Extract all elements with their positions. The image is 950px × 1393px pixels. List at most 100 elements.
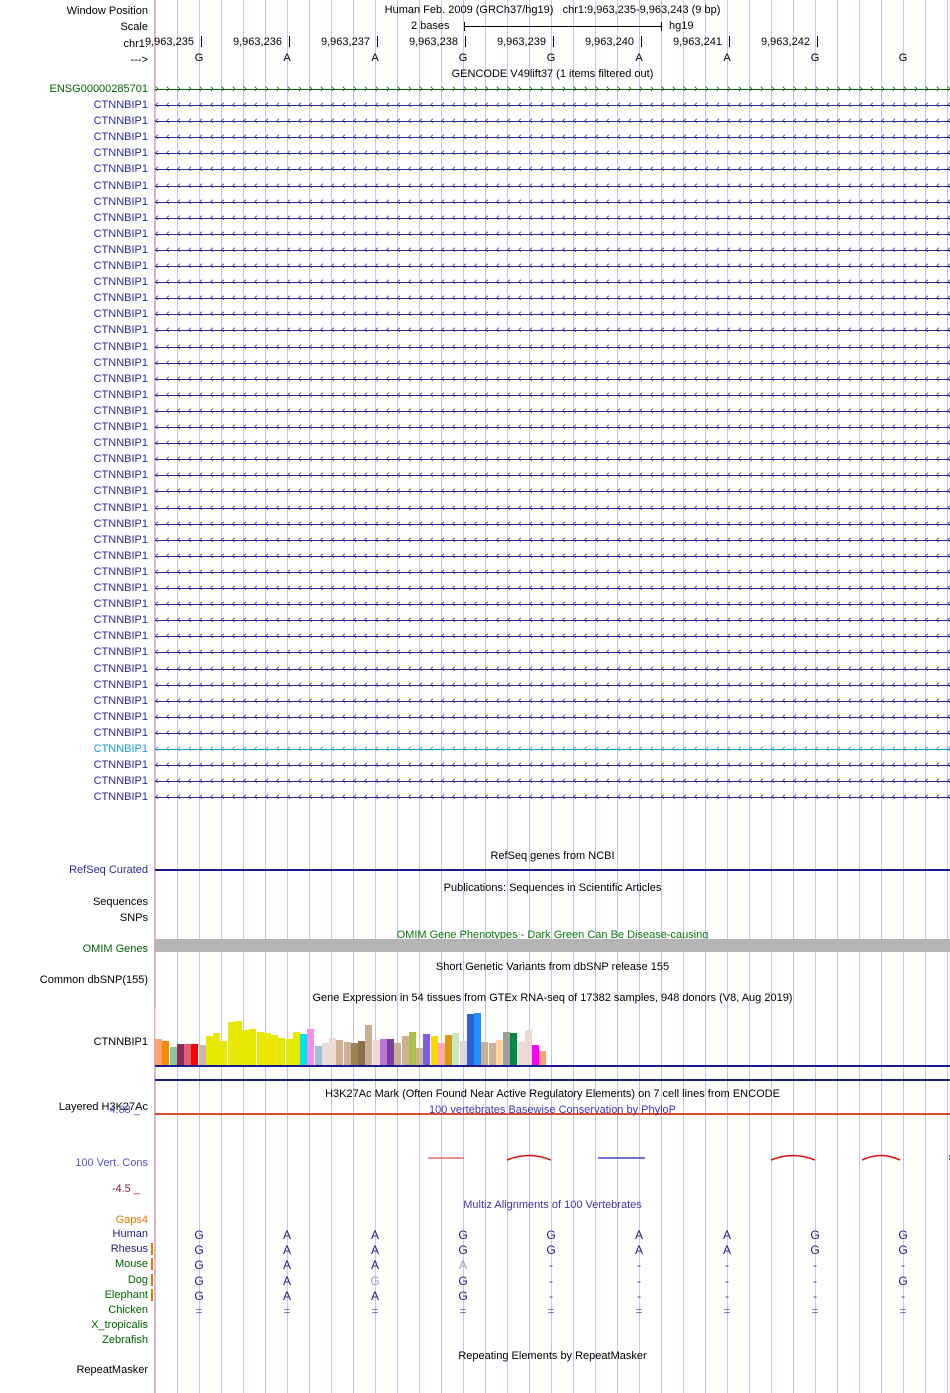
gtex-tissue-bar[interactable]: [278, 1037, 286, 1065]
gtex-tissue-bar[interactable]: [474, 1013, 481, 1065]
gene-name-label[interactable]: CTNNBIP1: [93, 276, 148, 289]
alignment-row[interactable]: [155, 1319, 950, 1334]
conservation-track-label[interactable]: 100 Vert. Cons: [75, 1157, 148, 1169]
omim-gene-bar[interactable]: [155, 939, 950, 952]
gene-name-label[interactable]: CTNNBIP1: [93, 598, 148, 611]
gene-name-label[interactable]: CTNNBIP1: [93, 243, 148, 256]
gtex-tissue-bar[interactable]: [329, 1037, 336, 1065]
gene-arrow-row[interactable]: ‹ ‹ ‹ ‹ ‹ ‹ ‹ ‹ ‹ ‹ ‹ ‹ ‹ ‹ ‹ ‹ ‹ ‹ ‹ ‹ ‹ ‹ ‹ ‹ ‹ ‹ ‹ ‹ ‹ ‹ ‹ ‹ ‹ ‹ ‹ ‹ ‹ ‹ ‹ ‹…: [155, 276, 950, 288]
gene-name-label[interactable]: CTNNBIP1: [93, 630, 148, 643]
gene-name-label[interactable]: CTNNBIP1: [93, 115, 148, 128]
gene-name-label[interactable]: CTNNBIP1: [93, 147, 148, 160]
dbsnp-label[interactable]: Common dbSNP(155): [39, 974, 148, 986]
gene-name-label[interactable]: CTNNBIP1: [93, 549, 148, 562]
gtex-tissue-bar[interactable]: [205, 1035, 213, 1065]
gene-arrow-row[interactable]: ‹ ‹ ‹ ‹ ‹ ‹ ‹ ‹ ‹ ‹ ‹ ‹ ‹ ‹ ‹ ‹ ‹ ‹ ‹ ‹ ‹ ‹ ‹ ‹ ‹ ‹ ‹ ‹ ‹ ‹ ‹ ‹ ‹ ‹ ‹ ‹ ‹ ‹ ‹ ‹…: [155, 228, 950, 240]
gtex-tissue-bar[interactable]: [372, 1040, 380, 1065]
gtex-tissue-bar[interactable]: [394, 1043, 402, 1065]
gene-arrow-row[interactable]: ‹ ‹ ‹ ‹ ‹ ‹ ‹ ‹ ‹ ‹ ‹ ‹ ‹ ‹ ‹ ‹ ‹ ‹ ‹ ‹ ‹ ‹ ‹ ‹ ‹ ‹ ‹ ‹ ‹ ‹ ‹ ‹ ‹ ‹ ‹ ‹ ‹ ‹ ‹ ‹…: [155, 115, 950, 127]
gene-arrow-row[interactable]: ‹ ‹ ‹ ‹ ‹ ‹ ‹ ‹ ‹ ‹ ‹ ‹ ‹ ‹ ‹ ‹ ‹ ‹ ‹ ‹ ‹ ‹ ‹ ‹ ‹ ‹ ‹ ‹ ‹ ‹ ‹ ‹ ‹ ‹ ‹ ‹ ‹ ‹ ‹ ‹…: [155, 663, 950, 675]
gtex-tissue-bar[interactable]: [445, 1034, 452, 1065]
gene-name-label[interactable]: CTNNBIP1: [93, 179, 148, 192]
gene-name-label[interactable]: CTNNBIP1: [93, 99, 148, 111]
gene-name-label[interactable]: CTNNBIP1: [93, 501, 148, 514]
gtex-tissue-bar[interactable]: [300, 1033, 307, 1065]
gtex-tissue-bar[interactable]: [539, 1051, 547, 1065]
gtex-bar-chart[interactable]: [155, 1013, 950, 1065]
gene-name-label[interactable]: CTNNBIP1: [93, 517, 148, 530]
gtex-tissue-bar[interactable]: [169, 1047, 177, 1065]
species-label[interactable]: Elephant: [104, 1288, 148, 1301]
gtex-tissue-bar[interactable]: [249, 1028, 257, 1065]
gene-arrow-row[interactable]: ‹ ‹ ‹ ‹ ‹ ‹ ‹ ‹ ‹ ‹ ‹ ‹ ‹ ‹ ‹ ‹ ‹ ‹ ‹ ‹ ‹ ‹ ‹ ‹ ‹ ‹ ‹ ‹ ‹ ‹ ‹ ‹ ‹ ‹ ‹ ‹ ‹ ‹ ‹ ‹…: [155, 180, 950, 192]
gene-name-label[interactable]: CTNNBIP1: [93, 485, 148, 498]
gtex-tissue-bar[interactable]: [387, 1039, 394, 1065]
gtex-tissue-bar[interactable]: [466, 1014, 474, 1065]
gene-name-label[interactable]: CTNNBIP1: [93, 260, 148, 272]
gtex-tissue-bar[interactable]: [437, 1043, 445, 1065]
alignment-row[interactable]: = = = = = = = = =: [155, 1304, 950, 1319]
gencode-ensembl-label[interactable]: ENSG00000285701: [49, 83, 148, 95]
gtex-tissue-bar[interactable]: [423, 1033, 431, 1065]
gtex-tissue-bar[interactable]: [213, 1032, 220, 1065]
gtex-tissue-bar[interactable]: [495, 1040, 503, 1065]
gtex-tissue-bar[interactable]: [242, 1029, 249, 1065]
gene-name-label[interactable]: CTNNBIP1: [93, 388, 148, 401]
gene-name-label[interactable]: CTNNBIP1: [93, 292, 148, 305]
h3k27ac-label[interactable]: Layered H3K27Ac: [58, 1101, 148, 1113]
gene-arrow-row[interactable]: ‹ ‹ ‹ ‹ ‹ ‹ ‹ ‹ ‹ ‹ ‹ ‹ ‹ ‹ ‹ ‹ ‹ ‹ ‹ ‹ ‹ ‹ ‹ ‹ ‹ ‹ ‹ ‹ ‹ ‹ ‹ ‹ ‹ ‹ ‹ ‹ ‹ ‹ ‹ ‹…: [155, 791, 950, 803]
gene-name-label[interactable]: CTNNBIP1: [93, 662, 148, 675]
gtex-tissue-bar[interactable]: [416, 1048, 423, 1065]
publications-sequences-label[interactable]: Sequences: [92, 896, 148, 908]
gene-name-label[interactable]: CTNNBIP1: [93, 614, 148, 627]
species-label[interactable]: Dog: [127, 1273, 148, 1286]
gene-name-label[interactable]: CTNNBIP1: [93, 340, 148, 353]
gtex-gene-label[interactable]: CTNNBIP1: [93, 1036, 148, 1048]
gtex-tissue-bar[interactable]: [336, 1040, 344, 1065]
gene-name-label[interactable]: CTNNBIP1: [93, 372, 148, 385]
species-label[interactable]: Chicken: [108, 1304, 148, 1316]
gtex-tissue-bar[interactable]: [191, 1044, 199, 1065]
gene-arrow-row[interactable]: ‹ ‹ ‹ ‹ ‹ ‹ ‹ ‹ ‹ ‹ ‹ ‹ ‹ ‹ ‹ ‹ ‹ ‹ ‹ ‹ ‹ ‹ ‹ ‹ ‹ ‹ ‹ ‹ ‹ ‹ ‹ ‹ ‹ ‹ ‹ ‹ ‹ ‹ ‹ ‹…: [155, 646, 950, 658]
gene-name-label[interactable]: CTNNBIP1: [93, 324, 148, 337]
gtex-tissue-bar[interactable]: [234, 1021, 242, 1065]
gene-arrow-row[interactable]: ‹ ‹ ‹ ‹ ‹ ‹ ‹ ‹ ‹ ‹ ‹ ‹ ‹ ‹ ‹ ‹ ‹ ‹ ‹ ‹ ‹ ‹ ‹ ‹ ‹ ‹ ‹ ‹ ‹ ‹ ‹ ‹ ‹ ‹ ‹ ‹ ‹ ‹ ‹ ‹…: [155, 550, 950, 562]
conservation-feature[interactable]: [428, 1150, 464, 1164]
conservation-feature[interactable]: [770, 1150, 816, 1164]
publications-snps-label[interactable]: SNPs: [119, 912, 148, 924]
gtex-tissue-bar[interactable]: [307, 1028, 315, 1065]
gene-name-label[interactable]: CTNNBIP1: [93, 227, 148, 240]
gtex-tissue-bar[interactable]: [227, 1022, 235, 1065]
gtex-tissue-bar[interactable]: [488, 1043, 496, 1065]
gene-arrow-row[interactable]: ‹ ‹ ‹ ‹ ‹ ‹ ‹ ‹ ‹ ‹ ‹ ‹ ‹ ‹ ‹ ‹ ‹ ‹ ‹ ‹ ‹ ‹ ‹ ‹ ‹ ‹ ‹ ‹ ‹ ‹ ‹ ‹ ‹ ‹ ‹ ‹ ‹ ‹ ‹ ‹…: [155, 485, 950, 497]
species-label[interactable]: Rhesus: [110, 1243, 148, 1256]
gtex-tissue-bar[interactable]: [401, 1035, 409, 1065]
gene-arrow-row[interactable]: ‹ ‹ ‹ ‹ ‹ ‹ ‹ ‹ ‹ ‹ ‹ ‹ ‹ ‹ ‹ ‹ ‹ ‹ ‹ ‹ ‹ ‹ ‹ ‹ ‹ ‹ ‹ ‹ ‹ ‹ ‹ ‹ ‹ ‹ ‹ ‹ ‹ ‹ ‹ ‹…: [155, 582, 950, 594]
gene-arrow-row[interactable]: ‹ ‹ ‹ ‹ ‹ ‹ ‹ ‹ ‹ ‹ ‹ ‹ ‹ ‹ ‹ ‹ ‹ ‹ ‹ ‹ ‹ ‹ ‹ ‹ ‹ ‹ ‹ ‹ ‹ ‹ ‹ ‹ ‹ ‹ ‹ ‹ ‹ ‹ ‹ ‹…: [155, 759, 950, 771]
gtex-tissue-bar[interactable]: [452, 1032, 460, 1065]
gene-name-label[interactable]: CTNNBIP1: [93, 356, 148, 369]
gene-name-label[interactable]: CTNNBIP1: [93, 775, 148, 788]
gene-name-label[interactable]: CTNNBIP1: [93, 582, 148, 594]
gene-name-label[interactable]: CTNNBIP1: [93, 726, 148, 739]
gene-arrow-row[interactable]: ‹ ‹ ‹ ‹ ‹ ‹ ‹ ‹ ‹ ‹ ‹ ‹ ‹ ‹ ‹ ‹ ‹ ‹ ‹ ‹ ‹ ‹ ‹ ‹ ‹ ‹ ‹ ‹ ‹ ‹ ‹ ‹ ‹ ‹ ‹ ‹ ‹ ‹ ‹ ‹…: [155, 743, 950, 755]
conservation-feature[interactable]: [506, 1150, 552, 1164]
gene-name-label[interactable]: CTNNBIP1: [93, 678, 148, 691]
gtex-tissue-bar[interactable]: [263, 1032, 271, 1065]
gtex-tissue-bar[interactable]: [408, 1031, 416, 1065]
gtex-tissue-bar[interactable]: [358, 1041, 365, 1065]
gene-name-label[interactable]: CTNNBIP1: [93, 646, 148, 659]
gene-arrow-row[interactable]: ‹ ‹ ‹ ‹ ‹ ‹ ‹ ‹ ‹ ‹ ‹ ‹ ‹ ‹ ‹ ‹ ‹ ‹ ‹ ‹ ‹ ‹ ‹ ‹ ‹ ‹ ‹ ‹ ‹ ‹ ‹ ‹ ‹ ‹ ‹ ‹ ‹ ‹ ‹ ‹…: [155, 357, 950, 369]
gene-name-label[interactable]: CTNNBIP1: [93, 453, 148, 466]
gtex-tissue-bar[interactable]: [198, 1045, 206, 1065]
gene-arrow-row[interactable]: ‹ ‹ ‹ ‹ ‹ ‹ ‹ ‹ ‹ ‹ ‹ ‹ ‹ ‹ ‹ ‹ ‹ ‹ ‹ ‹ ‹ ‹ ‹ ‹ ‹ ‹ ‹ ‹ ‹ ‹ ‹ ‹ ‹ ‹ ‹ ‹ ‹ ‹ ‹ ‹…: [155, 244, 950, 256]
conservation-feature[interactable]: [598, 1150, 645, 1164]
gene-name-label[interactable]: CTNNBIP1: [93, 131, 148, 144]
gene-arrow-row[interactable]: ‹ ‹ ‹ ‹ ‹ ‹ ‹ ‹ ‹ ‹ ‹ ‹ ‹ ‹ ‹ ‹ ‹ ‹ ‹ ‹ ‹ ‹ ‹ ‹ ‹ ‹ ‹ ‹ ‹ ‹ ‹ ‹ ‹ ‹ ‹ ‹ ‹ ‹ ‹ ‹…: [155, 308, 950, 320]
repeatmasker-label[interactable]: RepeatMasker: [76, 1364, 148, 1376]
gene-arrow-row[interactable]: ‹ ‹ ‹ ‹ ‹ ‹ ‹ ‹ ‹ ‹ ‹ ‹ ‹ ‹ ‹ ‹ ‹ ‹ ‹ ‹ ‹ ‹ ‹ ‹ ‹ ‹ ‹ ‹ ‹ ‹ ‹ ‹ ‹ ‹ ‹ ‹ ‹ ‹ ‹ ‹…: [155, 727, 950, 739]
gene-arrow-row[interactable]: ‹ ‹ ‹ ‹ ‹ ‹ ‹ ‹ ‹ ‹ ‹ ‹ ‹ ‹ ‹ ‹ ‹ ‹ ‹ ‹ ‹ ‹ ‹ ‹ ‹ ‹ ‹ ‹ ‹ ‹ ‹ ‹ ‹ ‹ ‹ ‹ ‹ ‹ ‹ ‹…: [155, 131, 950, 143]
species-label[interactable]: Zebrafish: [102, 1334, 148, 1347]
gene-arrow-row[interactable]: ‹ ‹ ‹ ‹ ‹ ‹ ‹ ‹ ‹ ‹ ‹ ‹ ‹ ‹ ‹ ‹ ‹ ‹ ‹ ‹ ‹ ‹ ‹ ‹ ‹ ‹ ‹ ‹ ‹ ‹ ‹ ‹ ‹ ‹ ‹ ‹ ‹ ‹ ‹ ‹…: [155, 711, 950, 723]
